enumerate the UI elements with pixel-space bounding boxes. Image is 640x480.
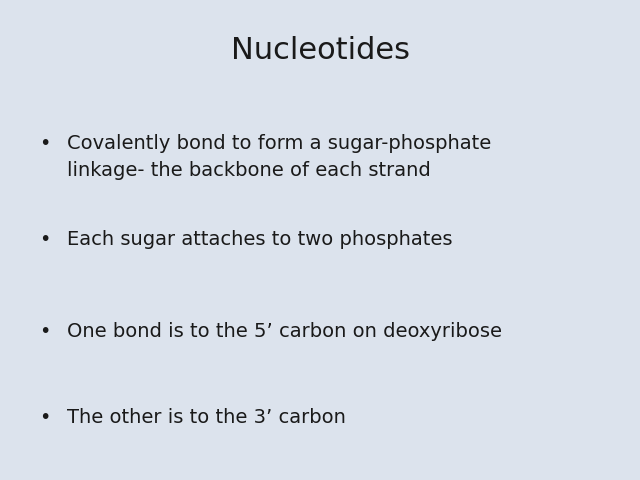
Text: •: • (39, 230, 51, 250)
Text: The other is to the 3’ carbon: The other is to the 3’ carbon (67, 408, 346, 427)
Text: One bond is to the 5’ carbon on deoxyribose: One bond is to the 5’ carbon on deoxyrib… (67, 322, 502, 341)
Text: Covalently bond to form a sugar-phosphate
linkage- the backbone of each strand: Covalently bond to form a sugar-phosphat… (67, 134, 492, 180)
Text: •: • (39, 322, 51, 341)
Text: Nucleotides: Nucleotides (230, 36, 410, 65)
Text: •: • (39, 408, 51, 427)
Text: •: • (39, 134, 51, 154)
Text: Each sugar attaches to two phosphates: Each sugar attaches to two phosphates (67, 230, 452, 250)
